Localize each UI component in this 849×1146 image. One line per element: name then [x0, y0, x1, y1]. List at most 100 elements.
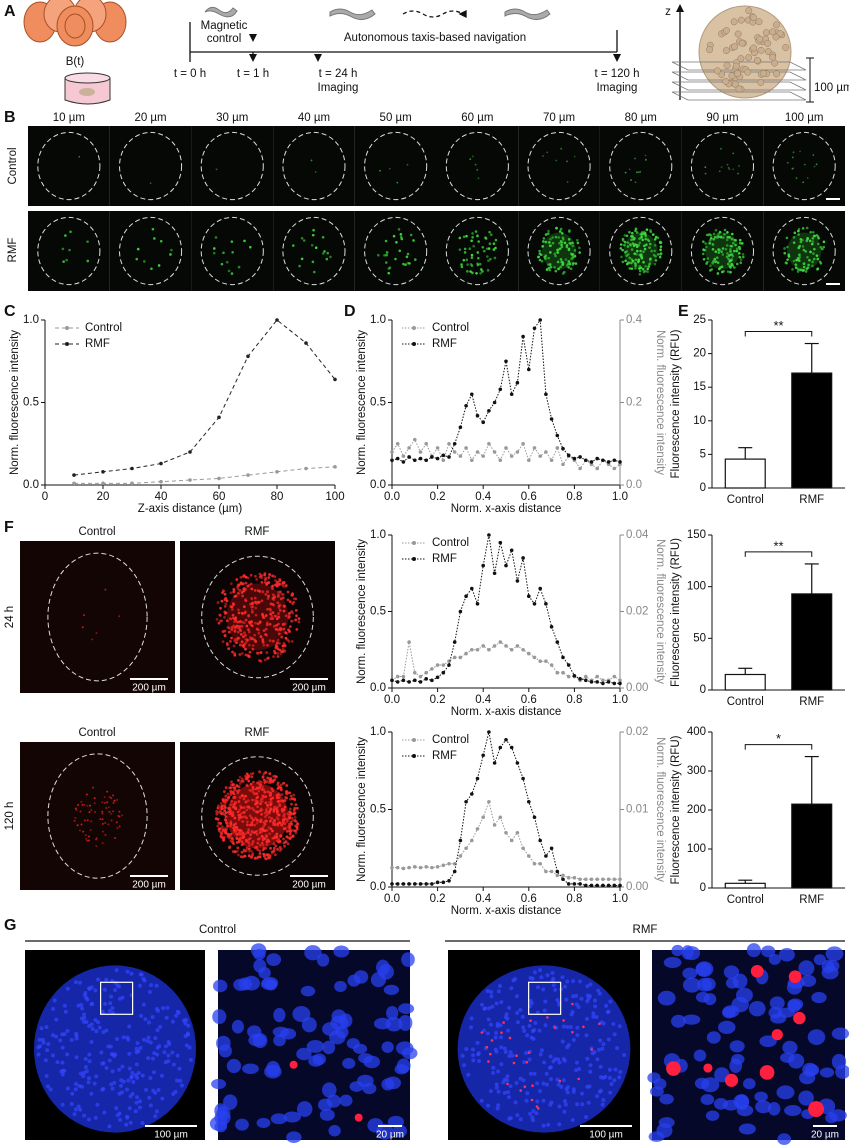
signal-dot — [277, 615, 281, 619]
signal-dot — [238, 588, 242, 592]
nucleus — [491, 1065, 496, 1070]
nucleus — [723, 965, 740, 979]
x-tick-label: RMF — [799, 696, 824, 708]
signal-dot — [816, 267, 820, 271]
point — [441, 663, 446, 667]
nucleus — [121, 1035, 126, 1040]
signal-dot — [649, 242, 652, 246]
point — [101, 481, 105, 486]
signal-dot — [241, 815, 245, 819]
point — [424, 677, 429, 681]
nucleus — [588, 982, 593, 987]
nucleus — [138, 1045, 143, 1050]
nucleus — [223, 1094, 238, 1110]
signal-dot — [286, 836, 290, 840]
nucleus — [125, 1114, 130, 1119]
signal-dot — [285, 632, 289, 635]
signal-dot — [458, 236, 462, 240]
nucleus — [134, 1050, 139, 1055]
nucleus — [515, 1113, 520, 1118]
nucleus — [496, 1089, 501, 1094]
micrograph — [109, 126, 192, 206]
nucleus — [148, 1076, 153, 1081]
signal-dot — [229, 819, 233, 823]
signal-dot — [487, 1060, 490, 1063]
signal-dot — [243, 239, 246, 243]
nucleus — [93, 988, 98, 993]
signal-dot — [220, 827, 224, 831]
signal-spot — [759, 1065, 775, 1080]
nucleus — [101, 1061, 106, 1066]
signal-dot — [811, 260, 814, 264]
nucleus — [43, 1058, 48, 1063]
signal-dot — [267, 594, 270, 598]
nucleus — [139, 1013, 144, 1018]
y-tick-label: 0.0 — [23, 479, 39, 491]
signal-dot — [254, 606, 258, 610]
signal-dot — [228, 806, 232, 810]
signal-dot — [280, 808, 284, 812]
signal-dot — [738, 255, 742, 259]
nucleus — [58, 1038, 63, 1043]
signal-dot — [270, 614, 274, 618]
signal-dot — [280, 824, 284, 827]
signal-dot — [798, 253, 801, 257]
signal-dot — [85, 837, 88, 840]
signal-dot — [281, 799, 284, 803]
signal-dot — [723, 228, 727, 232]
nucleus — [48, 1087, 53, 1092]
nucleus — [286, 1131, 302, 1143]
signal-dot — [787, 253, 791, 256]
signal-dot — [639, 249, 642, 253]
signal-dot — [236, 630, 240, 634]
signal-dot — [802, 262, 806, 265]
microrobot-icons — [204, 6, 551, 20]
signal-dot — [278, 590, 282, 594]
point — [481, 563, 486, 568]
nucleus — [242, 1063, 259, 1075]
signal-dot — [478, 262, 482, 266]
nucleus — [117, 1111, 122, 1116]
nucleus — [532, 1071, 537, 1076]
signal-dot — [639, 170, 642, 173]
nucleus — [682, 1014, 701, 1025]
signal-dot — [90, 820, 93, 823]
point — [612, 674, 617, 679]
signal-dot — [241, 594, 245, 598]
nucleus — [606, 1037, 611, 1042]
signal-dot — [477, 240, 480, 243]
nucleus — [166, 1053, 171, 1058]
signal-dot — [237, 813, 241, 817]
signal-dot — [231, 783, 235, 787]
signal-dot — [157, 264, 161, 267]
signal-dot — [297, 620, 301, 624]
signal-dot — [802, 181, 805, 184]
spheroid-outline — [201, 756, 314, 876]
signal-dot — [730, 237, 734, 241]
nucleus — [521, 1078, 526, 1083]
nucleus — [73, 980, 78, 985]
signal-dot — [804, 270, 808, 273]
row-label: Control — [7, 147, 19, 184]
signal-dot — [471, 271, 474, 275]
signal-dot — [217, 621, 221, 625]
signal-dot — [228, 845, 232, 849]
signal-dot — [277, 632, 281, 636]
point — [521, 334, 525, 339]
significance-bracket — [744, 744, 813, 750]
nucleus — [170, 1019, 175, 1024]
signal-dot — [243, 642, 246, 646]
signal-dot — [225, 641, 229, 645]
signal-dot — [260, 841, 264, 845]
signal-dot — [297, 617, 301, 620]
series-line — [73, 319, 336, 476]
signal-dot — [573, 155, 576, 158]
point — [275, 318, 279, 322]
axis-title: Norm. x-axis distance — [451, 503, 562, 515]
signal-spot — [788, 970, 802, 984]
nucleus — [496, 989, 501, 994]
signal-dot — [266, 643, 269, 647]
signal-dot — [726, 231, 729, 234]
signal-dot — [264, 808, 268, 812]
signal-dot — [282, 584, 286, 588]
